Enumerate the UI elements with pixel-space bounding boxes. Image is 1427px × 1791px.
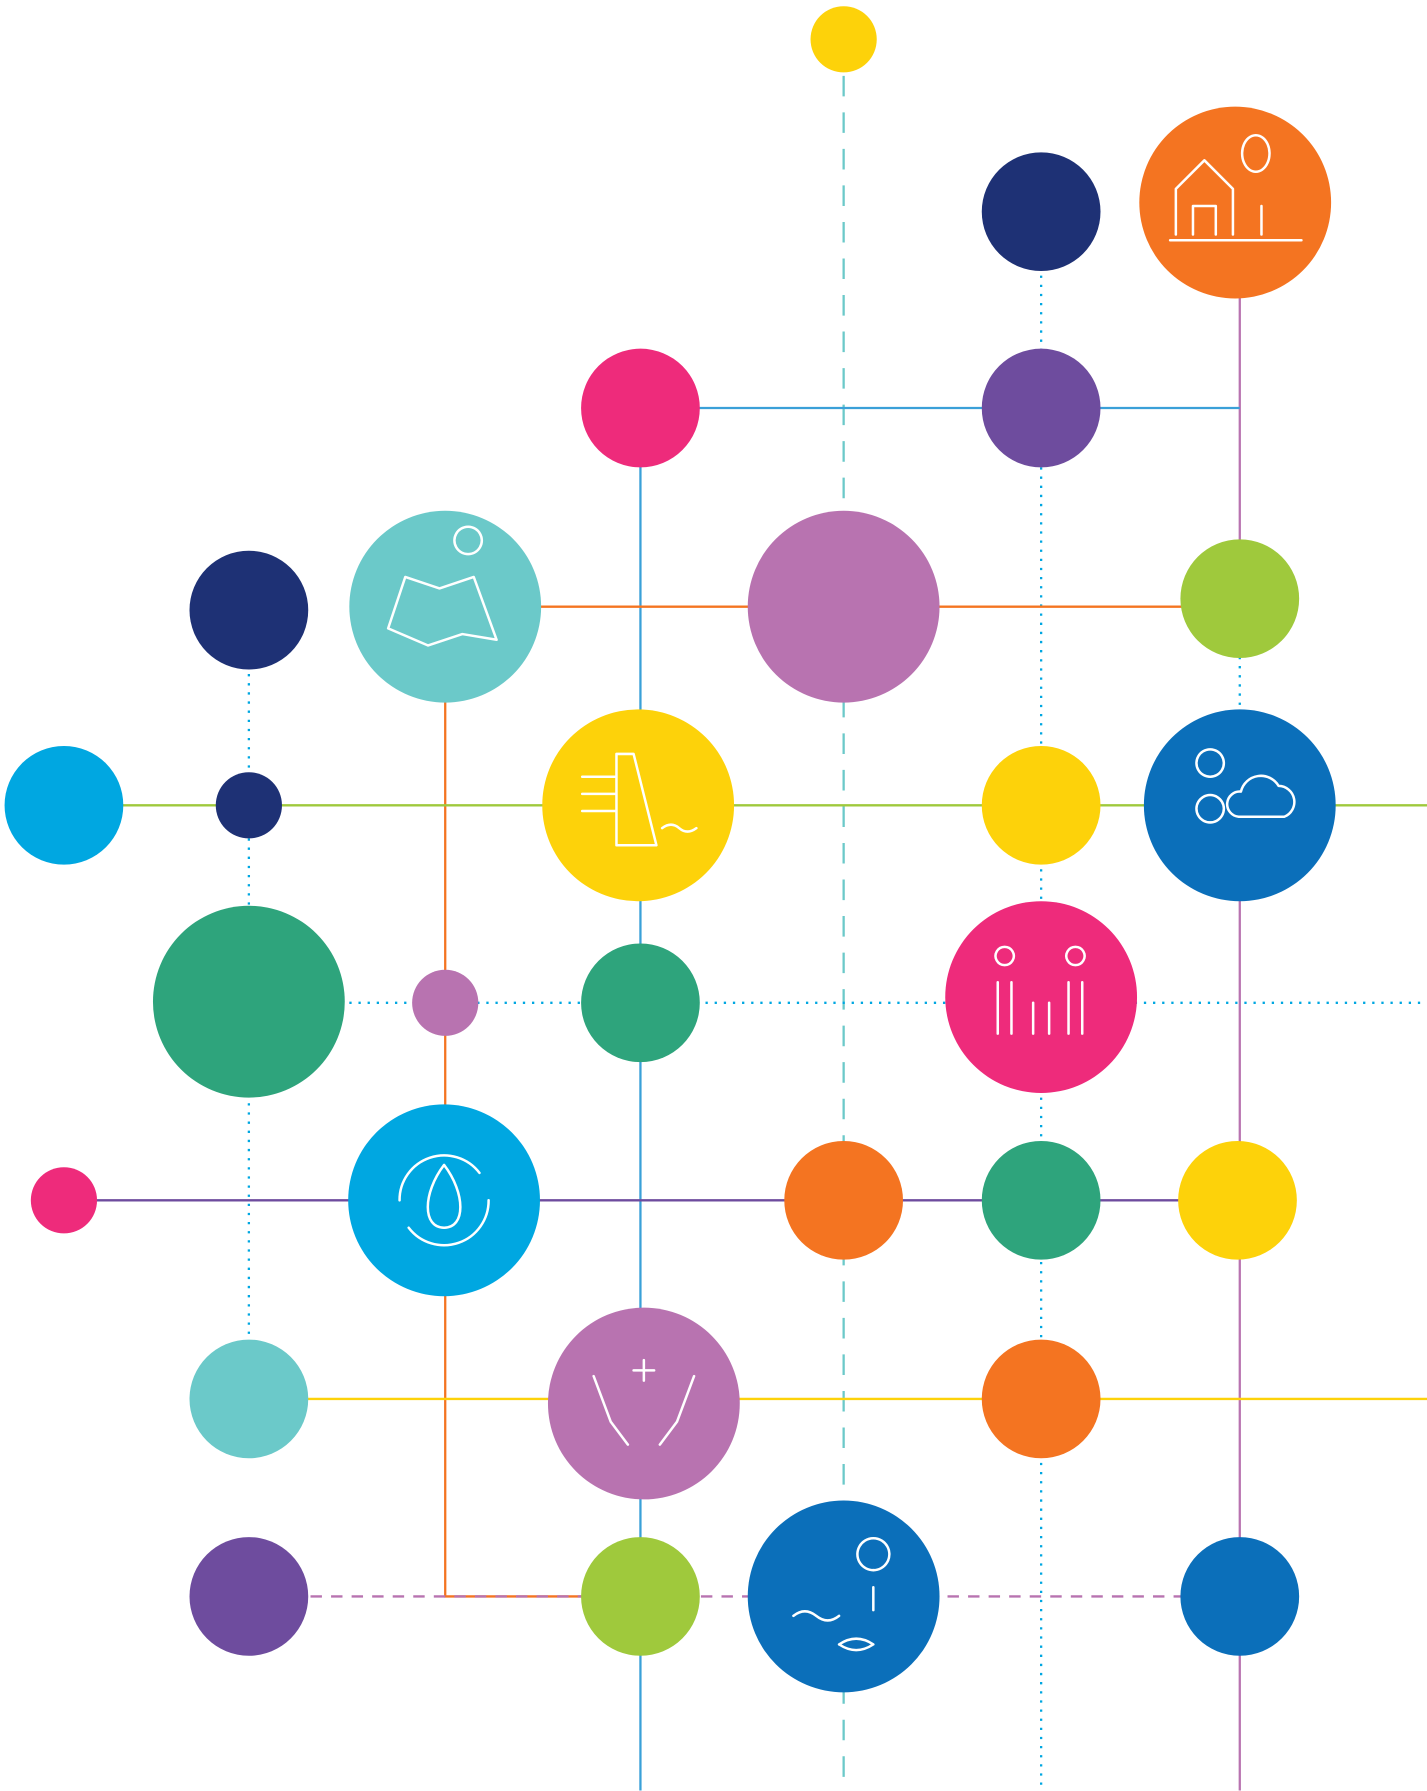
node [981, 1140, 1101, 1260]
node [581, 943, 700, 1063]
node [1180, 1537, 1300, 1656]
node [784, 1140, 904, 1260]
node [1139, 106, 1332, 299]
family-icon [994, 945, 1086, 1035]
node [215, 772, 282, 839]
node [1180, 539, 1300, 659]
node [981, 152, 1101, 272]
map-icon [386, 525, 498, 647]
node [747, 510, 940, 703]
icons [386, 134, 1303, 1652]
node [152, 905, 345, 1098]
node [1143, 709, 1336, 902]
nodes [4, 6, 1336, 1693]
node [747, 1500, 940, 1693]
node [412, 969, 479, 1036]
node [189, 550, 309, 670]
node [945, 901, 1138, 1093]
water-cycle-icon [398, 1154, 490, 1247]
node [981, 348, 1101, 468]
node [810, 6, 877, 73]
node [30, 1167, 98, 1234]
node [981, 745, 1101, 865]
node [189, 1537, 309, 1656]
node [348, 1104, 540, 1297]
node [542, 709, 735, 902]
node [581, 1537, 700, 1656]
dam-icon [580, 752, 698, 847]
node [581, 348, 700, 468]
cloud-icon [1195, 748, 1296, 824]
node [981, 1339, 1101, 1459]
node [1178, 1140, 1297, 1260]
nature-icon [792, 1537, 891, 1652]
node [189, 1339, 309, 1459]
house-icon [1168, 134, 1303, 242]
node [349, 510, 542, 703]
node [4, 745, 124, 865]
node [547, 1307, 740, 1500]
care-icon [592, 1358, 696, 1446]
